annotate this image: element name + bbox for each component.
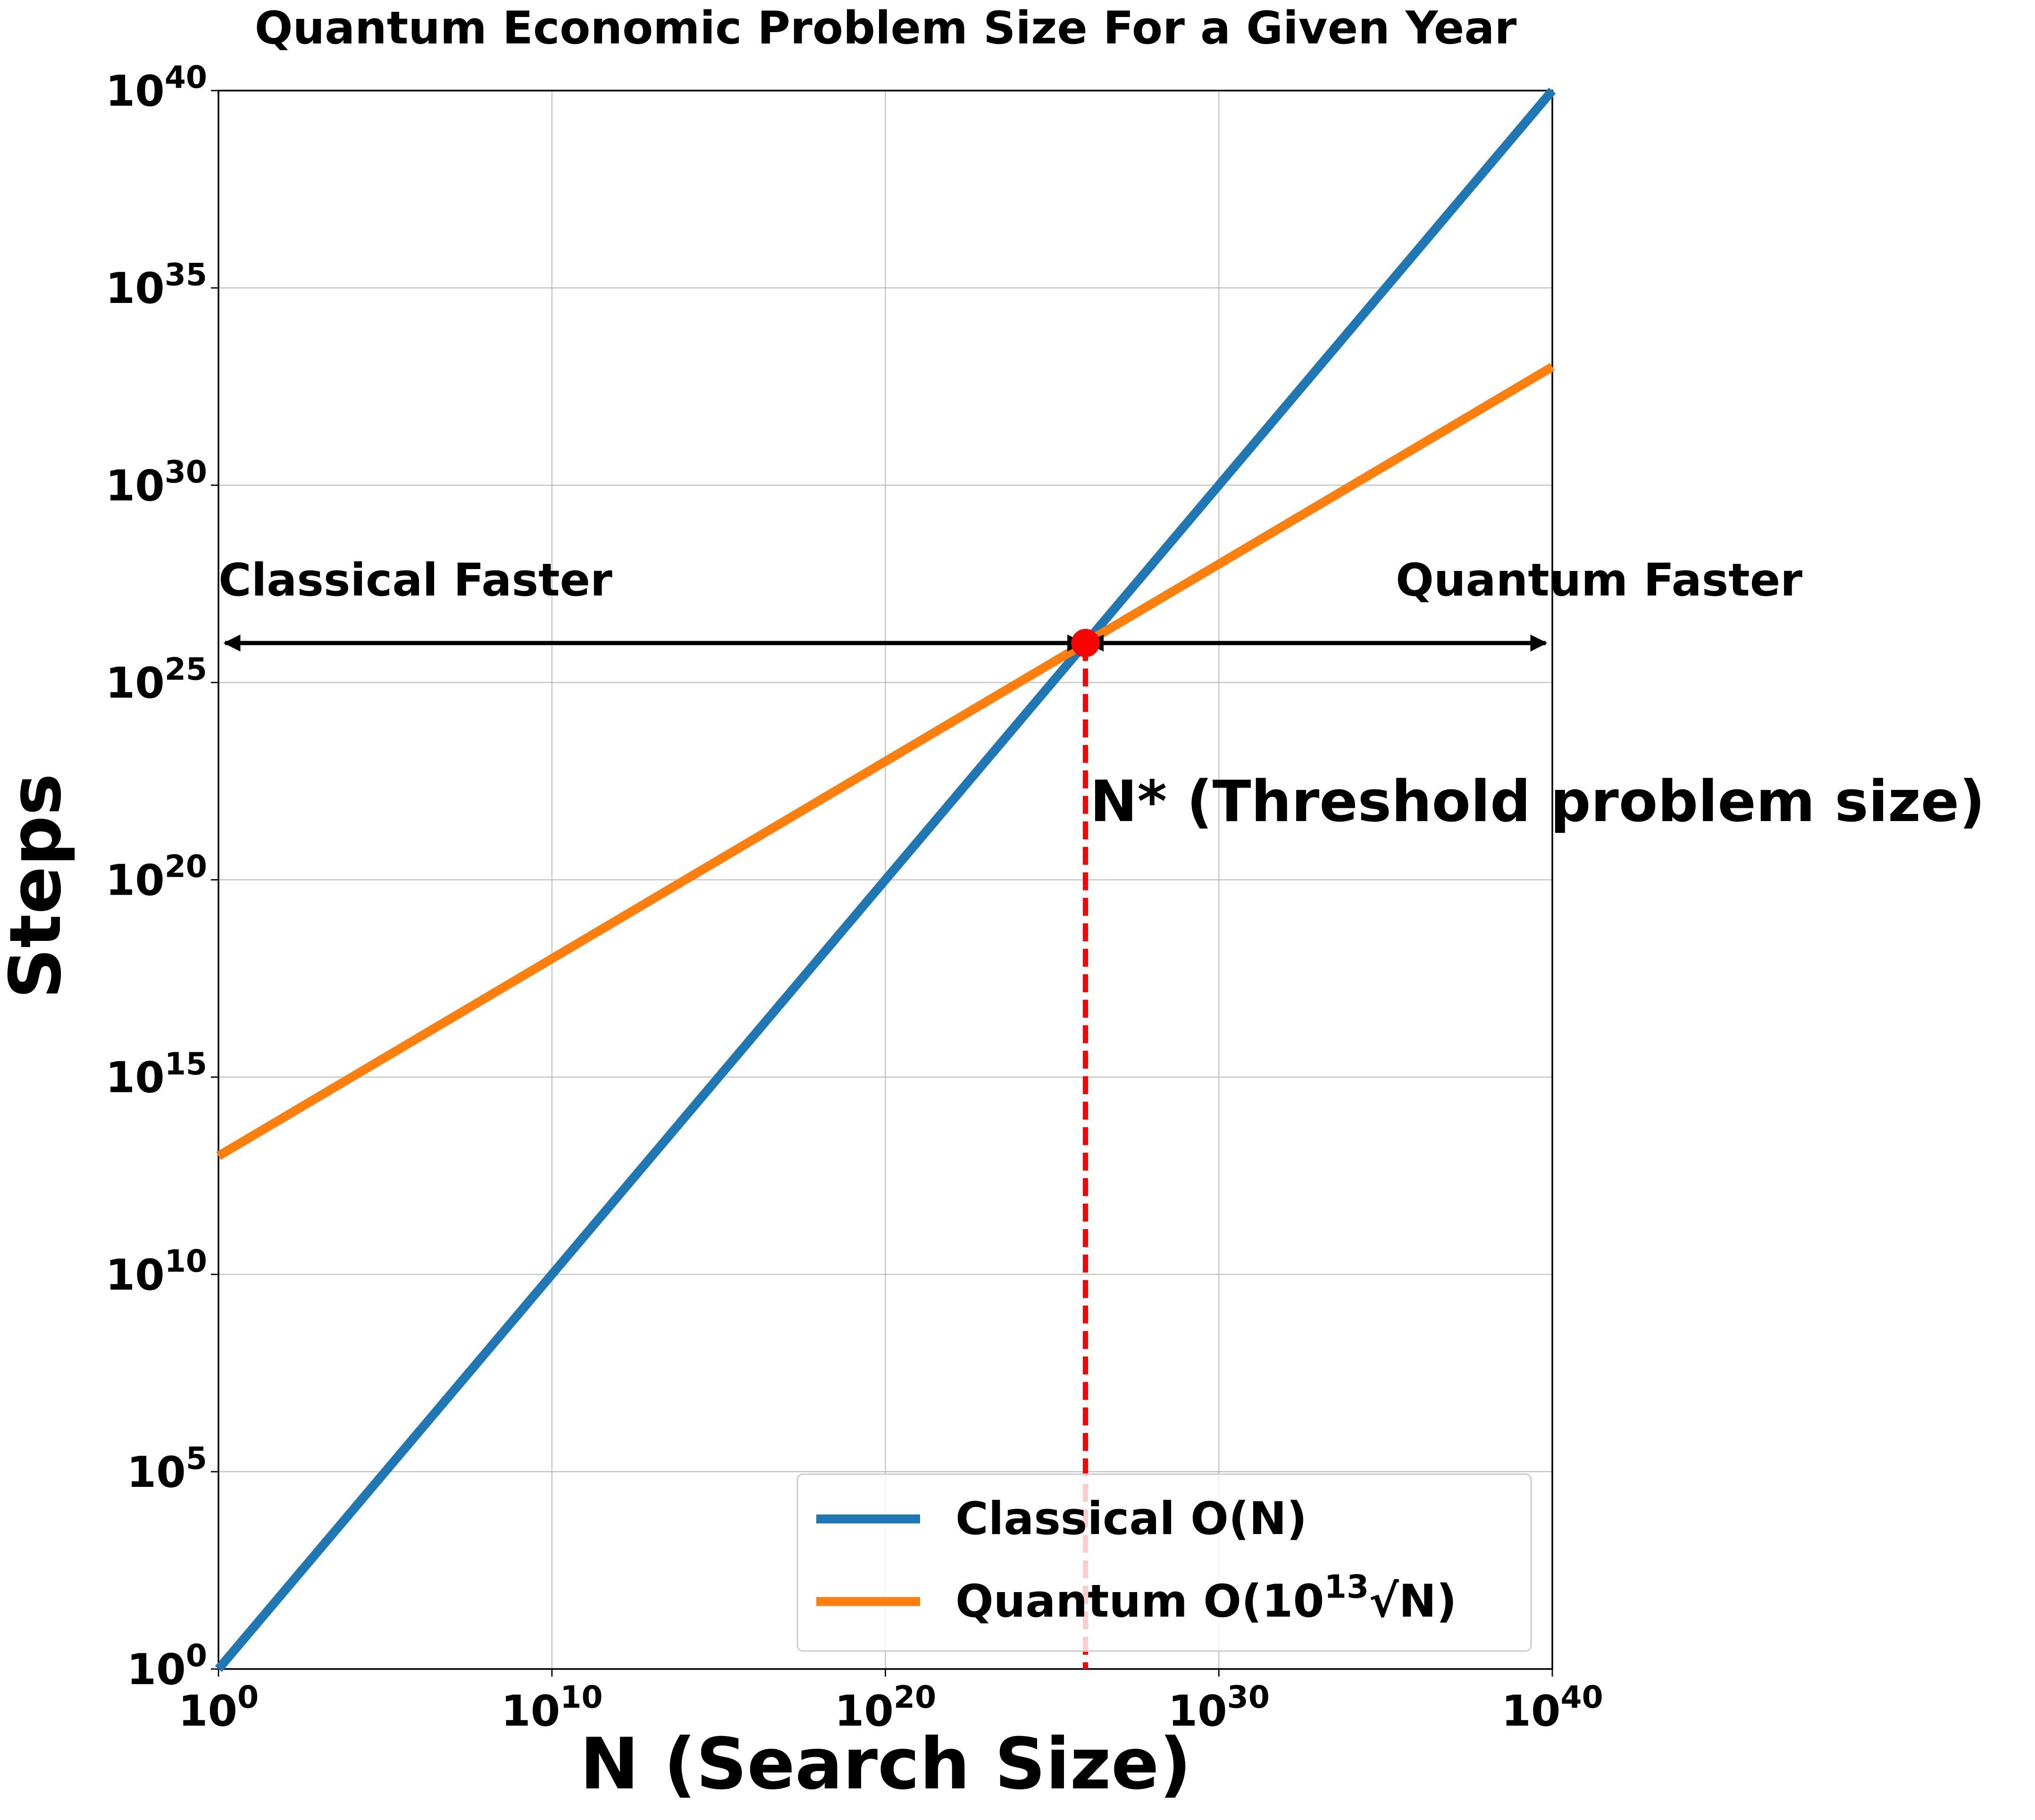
quantum-faster-label: Quantum Faster [1396,554,1802,606]
y-tick-label: 1015 [106,1047,207,1103]
threshold-marker [1071,629,1100,657]
y-tick-label: 100 [127,1638,207,1694]
x-axis-label: N (Search Size) [580,1723,1191,1805]
y-tick-label: 1040 [106,60,207,116]
x-tick-label: 1020 [835,1680,936,1736]
x-tick-label: 1010 [501,1680,603,1736]
y-axis-label: Steps [0,773,77,999]
y-tick-label: 1035 [106,257,207,313]
classical-series-line [215,87,1556,1672]
series [215,87,1556,1672]
quantum-series-line [216,363,1555,1160]
legend-label-quantum: Quantum O(1013√N) [955,1568,1457,1627]
x-axis-ticks: 100 1010 1020 1030 1040 [178,1669,1603,1736]
legend: Classical O(N) Quantum O(1013√N) [796,1473,1532,1652]
y-tick-label: 1010 [106,1244,207,1300]
x-tick-label: 100 [178,1680,259,1736]
chart-title: Quantum Economic Problem Size For a Give… [255,2,1517,54]
x-tick-label: 1030 [1168,1680,1270,1736]
classical-faster-label: Classical Faster [218,554,612,606]
y-tick-label: 105 [127,1441,207,1497]
legend-label-classical: Classical O(N) [955,1493,1307,1545]
legend-box [796,1473,1532,1652]
grid [218,91,1552,1669]
y-tick-label: 1025 [106,652,207,708]
annotations: Classical Faster Quantum Faster N* (Thresh… [218,554,1985,1669]
threshold-label: N* (Threshold problem size) [1090,769,1985,835]
y-axis-ticks: 100 105 1010 1015 1020 1025 1030 1035 1040 [106,60,218,1694]
y-tick-label: 1030 [106,454,207,511]
y-tick-label: 1020 [106,849,207,906]
x-tick-label: 1040 [1501,1680,1603,1736]
